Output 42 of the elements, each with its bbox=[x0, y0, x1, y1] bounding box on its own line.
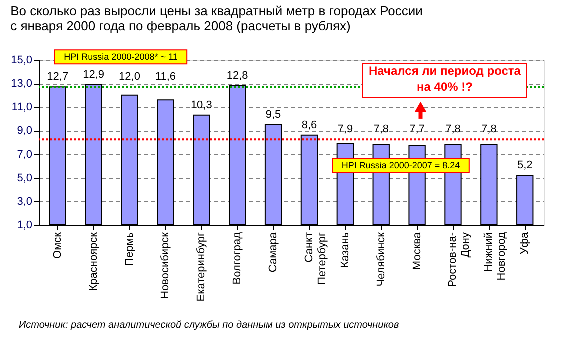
data-label: 7,7 bbox=[410, 124, 425, 136]
y-tick-label: 5,0 bbox=[17, 172, 32, 184]
x-tick-label: Пермь bbox=[124, 232, 136, 266]
data-label: 12,7 bbox=[47, 71, 69, 84]
y-tick-label: 7,0 bbox=[17, 148, 32, 161]
y-tick-label: 3,0 bbox=[17, 196, 32, 208]
y-tick-label: 13,0 bbox=[11, 78, 32, 90]
data-label: 7,9 bbox=[338, 124, 354, 136]
text: Во сколько раз выросли цены за квадратный метр в городах России bbox=[10, 4, 423, 19]
data-label: 5,2 bbox=[517, 160, 533, 172]
x-tick-label: Нижний Новгород bbox=[483, 232, 508, 281]
x-tick-label: Уфа bbox=[519, 232, 532, 255]
y-tick-label: 1,0 bbox=[17, 220, 32, 232]
data-label: 7,8 bbox=[482, 124, 497, 136]
ref-line-label: HPI Russia 2000-2008* ~ 11 bbox=[64, 52, 178, 62]
text: с января 2000 года по февраль 2008 (расчеты в рублях) bbox=[10, 18, 351, 34]
x-tick-label: Новосибирск bbox=[160, 232, 172, 299]
data-label: 11,6 bbox=[155, 71, 176, 84]
x-tick-label: Челябинск bbox=[375, 232, 388, 287]
x-tick-label: Санкт Петербург bbox=[303, 232, 328, 285]
x-tick-label: Волгоград bbox=[232, 232, 244, 285]
ref-line-label: HPI Russia 2000-2007 = 8.24 bbox=[342, 160, 460, 171]
data-label: 7,8 bbox=[374, 124, 390, 136]
annotation: Начался ли период роста на 40% !? bbox=[369, 64, 522, 94]
data-label: 9,5 bbox=[266, 108, 282, 121]
data-label: 7,8 bbox=[446, 124, 461, 136]
text: Источник: расчет аналитической службы по данным из открытых источников bbox=[19, 320, 400, 331]
data-label: 8,6 bbox=[302, 119, 318, 132]
data-label: 12,0 bbox=[119, 71, 140, 84]
x-tick-label: Казань bbox=[339, 232, 352, 268]
y-tick-label: 9,0 bbox=[17, 125, 32, 138]
x-tick-label: Екатеринбург bbox=[196, 232, 208, 302]
data-label: 12,9 bbox=[83, 68, 105, 81]
x-tick-label: Ростов-на- Дону bbox=[447, 232, 472, 288]
x-tick-label: Самара bbox=[268, 232, 280, 273]
y-tick-label: 15,0 bbox=[11, 54, 32, 66]
data-label: 12,8 bbox=[226, 70, 248, 82]
x-tick-label: Москва bbox=[411, 232, 424, 270]
data-label: 10,3 bbox=[190, 99, 212, 112]
x-tick-label: Красноярск bbox=[88, 232, 100, 292]
y-tick-label: 11,0 bbox=[12, 102, 32, 114]
x-tick-label: Омск bbox=[52, 232, 64, 259]
